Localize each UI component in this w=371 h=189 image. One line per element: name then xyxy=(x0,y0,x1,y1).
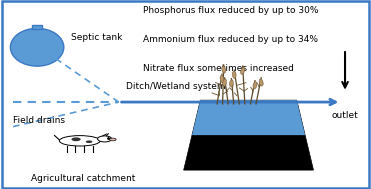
Text: Ammonium flux reduced by up to 34%: Ammonium flux reduced by up to 34% xyxy=(143,35,318,44)
Ellipse shape xyxy=(71,137,81,141)
Ellipse shape xyxy=(59,136,100,146)
Text: outlet: outlet xyxy=(332,111,358,120)
Polygon shape xyxy=(184,100,313,170)
Text: Field drains: Field drains xyxy=(13,116,65,125)
Ellipse shape xyxy=(222,66,226,73)
Text: Septic tank: Septic tank xyxy=(71,33,122,42)
Ellipse shape xyxy=(223,79,227,86)
Ellipse shape xyxy=(253,82,257,89)
Polygon shape xyxy=(192,100,305,135)
Ellipse shape xyxy=(259,79,263,86)
Text: Ditch/Wetland system: Ditch/Wetland system xyxy=(126,82,226,91)
Ellipse shape xyxy=(241,67,245,74)
Text: Agricultural catchment: Agricultural catchment xyxy=(31,174,136,183)
Ellipse shape xyxy=(10,28,64,66)
Ellipse shape xyxy=(109,138,116,141)
Text: Nitrate flux sometimes increased: Nitrate flux sometimes increased xyxy=(143,64,294,73)
Ellipse shape xyxy=(232,71,236,78)
Bar xyxy=(32,25,42,29)
Ellipse shape xyxy=(230,80,233,87)
Ellipse shape xyxy=(220,75,224,82)
Ellipse shape xyxy=(86,140,92,143)
Ellipse shape xyxy=(98,136,112,142)
Text: Phosphorus flux reduced by up to 30%: Phosphorus flux reduced by up to 30% xyxy=(143,6,318,15)
